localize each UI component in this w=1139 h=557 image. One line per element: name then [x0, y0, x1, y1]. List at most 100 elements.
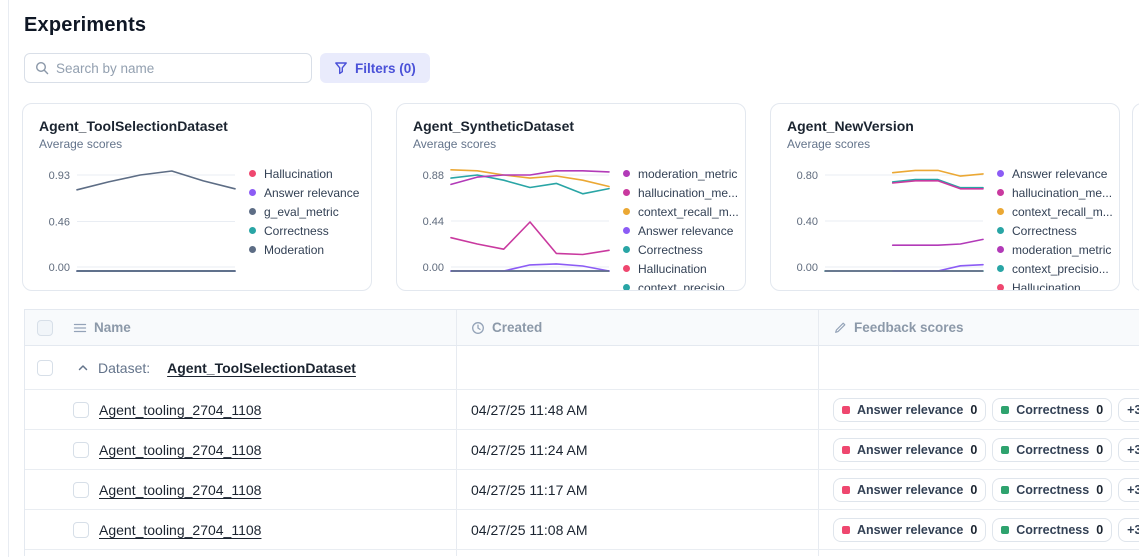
score-dot-icon — [1001, 405, 1010, 414]
dataset-link[interactable]: Agent_ToolSelectionDataset — [167, 359, 356, 376]
score-value: 0 — [1096, 522, 1104, 537]
card-partial[interactable] — [1132, 103, 1139, 291]
legend-item: context_recall_m... — [997, 202, 1113, 221]
legend-label: context_precisio... — [638, 280, 735, 291]
row-checkbox[interactable] — [73, 401, 89, 418]
legend-label: moderation_metric — [1012, 242, 1112, 257]
score-dot-icon — [842, 405, 850, 414]
score-value: 0 — [970, 442, 978, 457]
score-value: 0 — [970, 522, 978, 537]
score-label: Correctness — [1016, 522, 1090, 537]
score-value: 0 — [1096, 482, 1104, 497]
legend-label: Answer relevance — [638, 223, 734, 238]
toolbar: Filters (0) — [24, 53, 1139, 83]
legend-label: Answer relevance — [264, 185, 360, 200]
experiment-dataset-card[interactable]: Agent_NewVersion Average scores 0.80 0.40… — [770, 103, 1120, 291]
legend-item: Correctness — [249, 221, 355, 240]
legend-dot-icon — [997, 170, 1004, 177]
score-value: 0 — [970, 482, 978, 497]
table-row[interactable]: Agent_tooling_2704_1108 04/27/25 11:17 A… — [25, 470, 1139, 510]
feedback-score-badge: Correctness 0 — [992, 477, 1113, 502]
filters-button[interactable]: Filters (0) — [320, 53, 430, 83]
created-cell: 04/27/25 11:17 AM — [456, 470, 818, 509]
legend-label: Moderation — [264, 242, 325, 257]
dataset-group-row[interactable]: Dataset: Agent_ToolSelectionDataset — [25, 346, 1139, 390]
more-scores-badge[interactable]: +3 — [1118, 397, 1139, 422]
table-row-partial — [25, 550, 1139, 556]
table-header-row: Name Created Feedback scores — [25, 310, 1139, 346]
experiment-name-link[interactable]: Agent_tooling_2704_1108 — [99, 521, 262, 538]
legend-item: context_precisio... — [997, 259, 1109, 278]
svg-text:0.00: 0.00 — [49, 262, 70, 274]
legend-dot-icon — [623, 170, 630, 177]
cards-row: Agent_ToolSelectionDataset Average score… — [22, 103, 1139, 291]
legend-dot-icon — [249, 170, 256, 177]
experiment-name-link[interactable]: Agent_tooling_2704_1108 — [99, 401, 262, 418]
row-checkbox[interactable] — [73, 481, 89, 498]
column-header-label: Feedback scores — [854, 320, 964, 335]
created-cell: 04/27/25 11:24 AM — [456, 430, 818, 469]
row-checkbox[interactable] — [73, 521, 89, 538]
card-subtitle: Average scores — [413, 137, 497, 151]
column-header-name[interactable]: Name — [73, 310, 456, 345]
experiment-name-link[interactable]: Agent_tooling_2704_1108 — [99, 441, 262, 458]
more-scores-badge[interactable]: +3 — [1118, 437, 1139, 462]
created-cell: 04/27/25 11:48 AM — [456, 390, 818, 429]
score-value: 0 — [970, 402, 978, 417]
card-title: Agent_SyntheticDataset — [413, 118, 575, 134]
feedback-score-badge: Answer relevance 0 — [833, 477, 987, 502]
legend-item: Answer relevance — [249, 183, 359, 202]
search-input[interactable] — [56, 60, 301, 76]
more-scores-badge[interactable]: +3 — [1118, 477, 1139, 502]
score-value: 0 — [1096, 442, 1104, 457]
feedback-scores-cell: Answer relevance 0 Correctness 0 +3 — [818, 470, 1139, 509]
table-row[interactable]: Agent_tooling_2704_1108 04/27/25 11:08 A… — [25, 510, 1139, 550]
feedback-scores-cell: Answer relevance 0 Correctness 0 +3 — [818, 430, 1139, 469]
score-label: Answer relevance — [857, 522, 964, 537]
group-checkbox[interactable] — [37, 359, 53, 376]
experiment-dataset-card[interactable]: Agent_ToolSelectionDataset Average score… — [22, 103, 372, 291]
search-box[interactable] — [24, 53, 312, 83]
feedback-scores-cell: Answer relevance 0 Correctness 0 +3 — [818, 510, 1139, 549]
average-scores-chart: 0.88 0.44 0.00 moderation_metric hallucinat… — [413, 157, 739, 290]
created-cell: 04/27/25 11:08 AM — [456, 510, 818, 549]
table-row[interactable]: Agent_tooling_2704_1108 04/27/25 11:24 A… — [25, 430, 1139, 470]
legend-dot-icon — [249, 208, 256, 215]
feedback-score-badge: Answer relevance 0 — [833, 397, 987, 422]
svg-text:0.00: 0.00 — [797, 262, 818, 274]
line-chart: 0.88 0.44 0.00 — [423, 169, 610, 274]
legend-item: g_eval_metric — [249, 202, 355, 221]
filter-funnel-icon — [335, 62, 347, 75]
clock-icon — [472, 321, 484, 334]
legend-dot-icon — [997, 208, 1004, 215]
dataset-group-label: Dataset: — [98, 359, 151, 376]
table-row[interactable]: Agent_tooling_2704_1108 04/27/25 11:48 A… — [25, 390, 1139, 430]
legend-item: Hallucination — [623, 259, 729, 278]
legend-dot-icon — [623, 246, 630, 253]
legend-label: context_recall_m... — [1012, 204, 1113, 219]
legend-dot-icon — [623, 227, 630, 234]
feedback-scores-cell: Answer relevance 0 Correctness 0 +3 — [818, 390, 1139, 429]
score-dot-icon — [842, 485, 850, 494]
legend-item: Correctness — [997, 221, 1103, 240]
legend-label: Correctness — [638, 242, 703, 257]
chevron-up-icon[interactable] — [77, 362, 89, 374]
legend-item: context_recall_m... — [623, 202, 739, 221]
line-chart: 0.93 0.46 0.00 — [49, 170, 236, 274]
legend-label: context_recall_m... — [638, 204, 739, 219]
svg-text:0.88: 0.88 — [423, 170, 444, 182]
content-left-divider — [8, 0, 9, 557]
row-checkbox[interactable] — [73, 441, 89, 458]
select-all-checkbox[interactable] — [37, 319, 53, 336]
column-header-created[interactable]: Created — [456, 310, 818, 345]
card-subtitle: Average scores — [787, 137, 871, 151]
more-scores-badge[interactable]: +3 — [1118, 517, 1139, 542]
legend-item: moderation_metric — [623, 164, 737, 183]
legend-dot-icon — [249, 189, 256, 196]
score-label: Answer relevance — [857, 402, 964, 417]
feedback-score-badge: Correctness 0 — [992, 517, 1113, 542]
experiment-name-link[interactable]: Agent_tooling_2704_1108 — [99, 481, 262, 498]
experiment-dataset-card[interactable]: Agent_SyntheticDataset Average scores 0.… — [396, 103, 746, 291]
column-header-feedback-scores[interactable]: Feedback scores — [818, 310, 1139, 345]
filters-label: Filters (0) — [355, 60, 416, 76]
